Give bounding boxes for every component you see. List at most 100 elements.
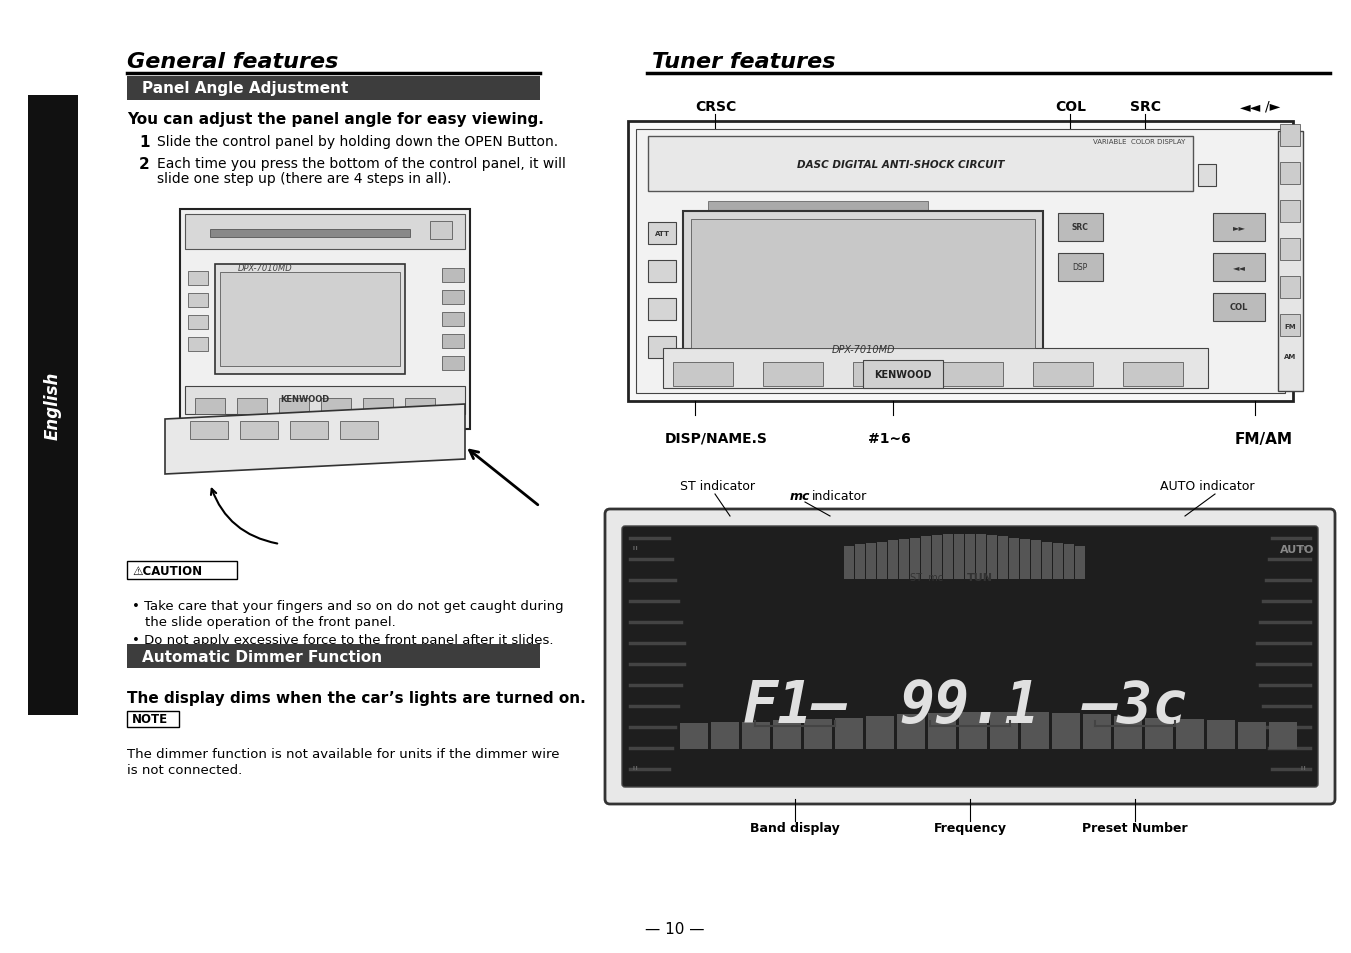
Bar	[866, 717, 894, 749]
Bar	[1279, 314, 1300, 336]
Text: KENWOOD: KENWOOD	[281, 395, 330, 404]
Bar	[430, 222, 453, 240]
Bar	[190, 421, 228, 439]
Bar	[673, 363, 734, 387]
Bar	[773, 720, 801, 749]
Bar	[909, 538, 920, 579]
Bar	[1279, 201, 1300, 223]
Text: AUTO: AUTO	[1279, 544, 1315, 555]
Bar	[1021, 713, 1048, 749]
Bar	[1278, 132, 1302, 392]
Text: AUTO indicator: AUTO indicator	[1161, 479, 1255, 493]
Bar	[1175, 720, 1204, 749]
Bar	[442, 313, 463, 327]
Bar	[442, 291, 463, 305]
Bar	[1020, 539, 1029, 579]
Bar	[648, 261, 676, 283]
Bar	[866, 544, 875, 579]
Bar	[1213, 253, 1265, 282]
Bar	[127, 711, 178, 727]
Bar	[997, 537, 1008, 579]
Text: Tuner features: Tuner features	[653, 52, 835, 71]
Text: General features: General features	[127, 52, 338, 71]
Bar	[127, 561, 236, 579]
Bar	[1279, 276, 1300, 298]
Bar	[920, 537, 931, 579]
Bar	[943, 363, 1002, 387]
Bar	[931, 536, 942, 579]
Bar	[1279, 239, 1300, 261]
Bar	[290, 421, 328, 439]
Bar	[442, 335, 463, 349]
Bar	[185, 214, 465, 250]
Text: Preset Number: Preset Number	[1082, 821, 1188, 834]
Text: DSP: DSP	[1073, 263, 1088, 273]
Bar	[28, 96, 78, 716]
Bar	[1042, 542, 1051, 579]
Bar	[648, 137, 1193, 192]
Text: NOTE: NOTE	[132, 713, 168, 726]
Text: • Do not apply excessive force to the front panel after it slides.: • Do not apply excessive force to the fr…	[132, 634, 554, 646]
Bar	[636, 130, 1285, 394]
Bar	[1008, 538, 1019, 579]
Bar	[127, 644, 540, 668]
Bar	[1269, 722, 1297, 749]
Bar	[863, 360, 943, 389]
Text: FM: FM	[1285, 324, 1296, 330]
Bar	[363, 398, 393, 415]
Text: The display dims when the car’s lights are turned on.: The display dims when the car’s lights a…	[127, 690, 586, 705]
Bar	[877, 542, 886, 579]
Bar	[185, 387, 465, 415]
Text: KENWOOD: KENWOOD	[874, 370, 932, 379]
Bar	[220, 273, 400, 367]
Bar	[1058, 253, 1102, 282]
Bar	[1034, 363, 1093, 387]
Bar	[188, 294, 208, 308]
Text: 2: 2	[139, 157, 150, 172]
Bar	[711, 722, 739, 749]
Bar	[405, 398, 435, 415]
Bar	[975, 535, 985, 579]
Text: ATT: ATT	[654, 231, 670, 236]
Bar	[843, 546, 854, 579]
Text: ": "	[632, 764, 639, 779]
Text: ►►: ►►	[1232, 223, 1246, 233]
Text: #1~6: #1~6	[867, 432, 911, 446]
Bar	[188, 337, 208, 352]
Bar	[340, 421, 378, 439]
Bar	[1063, 545, 1074, 579]
Bar	[188, 272, 208, 286]
Bar	[280, 398, 309, 415]
Bar	[854, 545, 865, 579]
Text: DISP/NAME.S: DISP/NAME.S	[665, 432, 767, 446]
Text: Slide the control panel by holding down the OPEN Button.: Slide the control panel by holding down …	[157, 135, 558, 149]
Text: ": "	[632, 544, 639, 558]
Bar	[959, 713, 988, 749]
Text: DPX-7010MD: DPX-7010MD	[238, 264, 292, 273]
Bar	[240, 421, 278, 439]
Text: VARIABLE  COLOR DISPLAY: VARIABLE COLOR DISPLAY	[1093, 139, 1185, 145]
Text: ◄◄: ◄◄	[1232, 263, 1246, 273]
Bar	[195, 398, 226, 415]
Bar	[690, 220, 1035, 349]
Text: ◄◄: ◄◄	[1240, 100, 1262, 113]
Bar	[990, 712, 1019, 749]
Text: 1: 1	[139, 135, 150, 150]
Bar	[628, 122, 1293, 401]
Text: indicator: indicator	[812, 490, 867, 502]
Bar	[1279, 125, 1300, 147]
Bar	[965, 535, 974, 579]
Text: 99.1: 99.1	[900, 678, 1040, 735]
Bar	[188, 315, 208, 330]
Text: SRC: SRC	[1071, 223, 1089, 233]
Text: ": "	[1300, 544, 1306, 558]
Text: ⚠CAUTION: ⚠CAUTION	[132, 564, 203, 577]
Polygon shape	[180, 210, 470, 430]
Bar	[442, 269, 463, 283]
Bar	[763, 363, 823, 387]
Bar	[1198, 165, 1216, 187]
Bar	[1206, 720, 1235, 749]
Bar	[1052, 714, 1079, 749]
Text: TUN: TUN	[967, 573, 993, 582]
Bar	[648, 336, 676, 358]
